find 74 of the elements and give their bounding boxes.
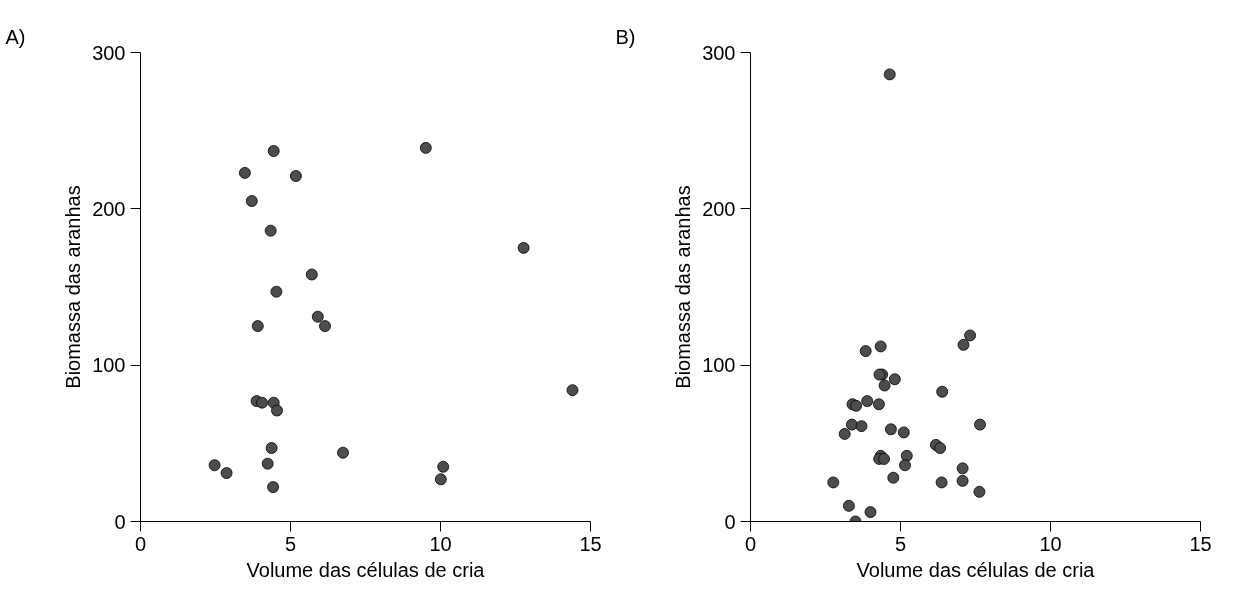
y-tick-label: 300: [92, 41, 126, 64]
point: [265, 442, 278, 454]
point: [434, 473, 447, 486]
point: [267, 145, 280, 157]
point: [883, 68, 896, 81]
point: [859, 345, 872, 357]
point: [245, 195, 258, 207]
x-tick-label: 0: [744, 532, 757, 555]
x-tick-label: 10: [1039, 532, 1062, 555]
point: [900, 449, 913, 462]
point: [305, 268, 318, 281]
point: [261, 457, 274, 470]
y-tick-label: 100: [92, 354, 126, 377]
point: [885, 423, 897, 436]
y-tick-label: 0: [724, 510, 736, 533]
point: [974, 418, 986, 431]
point: [437, 460, 450, 473]
point: [239, 166, 251, 179]
point: [897, 426, 910, 439]
point: [337, 446, 349, 459]
point: [264, 224, 277, 237]
point: [878, 453, 890, 465]
point: [936, 385, 949, 398]
point: [843, 499, 855, 512]
point: [270, 285, 283, 298]
point: [899, 459, 911, 472]
point: [271, 404, 283, 417]
point: [964, 329, 976, 342]
y-tick-label: 200: [92, 197, 126, 220]
point: [888, 373, 901, 386]
point: [874, 340, 887, 353]
x-tick-label: 5: [894, 532, 907, 555]
point: [861, 395, 874, 408]
point: [846, 418, 858, 431]
point: [220, 467, 233, 479]
point: [838, 428, 851, 440]
x-tick-label: 10: [429, 532, 452, 555]
point: [855, 420, 868, 433]
x-axis-title: Volume das células de cria: [246, 558, 486, 581]
point: [878, 379, 891, 392]
y-axis-title: Biomassa das aranhas: [672, 185, 695, 389]
point: [256, 396, 268, 409]
x-tick-label: 15: [579, 532, 602, 555]
point: [956, 462, 969, 475]
point: [208, 459, 221, 472]
point: [956, 474, 969, 487]
x-tick-label: 15: [1189, 532, 1212, 555]
point: [419, 141, 432, 154]
point: [827, 476, 840, 489]
point: [873, 398, 885, 411]
point: [267, 481, 279, 493]
point: [290, 170, 302, 182]
chart-title: B): [615, 25, 636, 48]
y-tick-label: 0: [114, 510, 126, 533]
point: [973, 485, 986, 498]
point: [311, 310, 324, 323]
point: [935, 476, 948, 489]
y-tick-label: 100: [702, 354, 736, 377]
point: [319, 320, 331, 332]
x-tick-label: 0: [134, 532, 147, 555]
point: [251, 320, 264, 332]
point: [864, 506, 877, 519]
point: [566, 384, 579, 397]
x-axis-title: Volume das células de cria: [856, 558, 1096, 581]
point: [517, 242, 530, 254]
chart-title: A): [5, 25, 26, 48]
point: [887, 471, 900, 484]
y-axis-title: Biomassa das aranhas: [62, 185, 85, 389]
point: [957, 338, 970, 351]
x-tick-label: 5: [284, 532, 297, 555]
y-tick-label: 200: [702, 197, 736, 220]
point: [934, 442, 946, 454]
point: [850, 399, 862, 412]
y-tick-label: 300: [702, 41, 736, 64]
